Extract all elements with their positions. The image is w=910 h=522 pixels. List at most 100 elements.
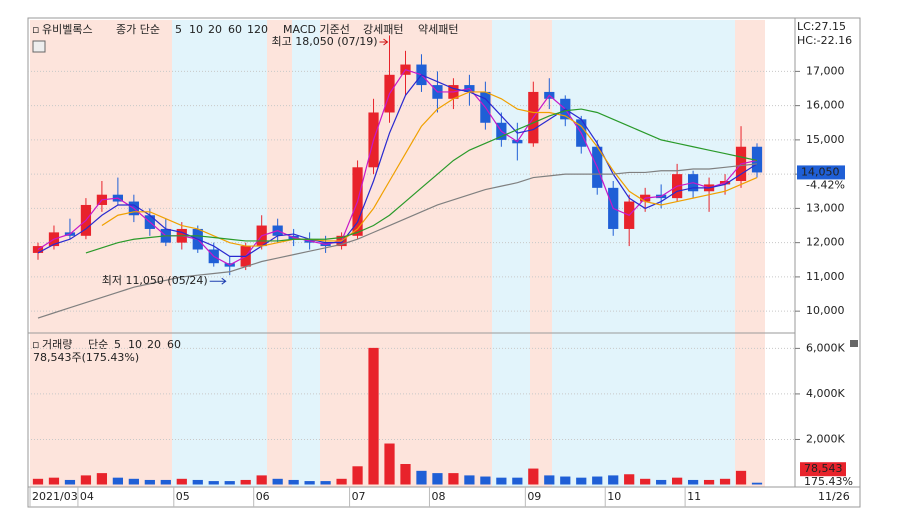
volume-bar [224,481,235,485]
volume-bar [368,347,379,485]
legend-entry: 10 [189,23,203,36]
volume-box [800,462,846,477]
low-arrow [209,277,227,285]
price-box [797,165,845,180]
volume-bar [304,481,315,485]
volume-bar [640,478,651,485]
volume-bar [272,478,283,485]
last-volume-change: 175.43% [804,475,853,488]
volume-bar [751,482,763,485]
volume-bar [512,477,523,485]
x-tick-label: 2021/03 [32,490,78,503]
legend-entry: 60 [167,338,181,351]
band [172,20,267,487]
indicator: MACD 기준선 [283,23,350,36]
ma-line [101,91,758,247]
volume-bar [384,443,395,485]
volume-bar [464,475,475,485]
volume-bar [576,477,587,485]
volume-bar [528,468,539,485]
last-date: 11/26 [818,490,850,503]
volume-bar [32,478,44,485]
volume-bar [48,477,60,485]
volume-bar [208,481,219,485]
panel-button[interactable] [850,340,858,347]
band [492,20,530,487]
volume-bar [703,479,715,485]
legend-entry: 5 [175,23,182,36]
legend-entry: 60 [228,23,242,36]
bear-label: 약세패턴 [418,22,458,36]
y-axis-area [794,17,861,488]
band [552,20,735,487]
volume-bar [336,478,347,485]
volume-current: 78,543주(175.43%) [33,351,139,364]
volume-ma-title: 단순 [88,338,108,351]
low-annotation: 최저 11,050 (05/24) [102,274,208,287]
x-tick-label: 06 [256,490,270,503]
volume-bar [416,470,427,485]
x-tick-label: 11 [687,490,701,503]
volume-bar [544,475,555,485]
last-price: 14,050 [801,165,840,178]
legend-entry: 20 [208,23,222,36]
legend-entry: 5 [114,338,121,351]
bull-label: 강세패턴 [363,23,403,36]
volume-bar [96,473,108,485]
high-arrow [379,38,389,46]
y-tick-label: 4,000K [806,387,845,400]
x-tick-label: 05 [176,490,190,503]
candle-body [32,246,44,253]
volume-bar [656,479,667,485]
volume-bar [432,473,443,485]
x-axis-area [27,486,861,508]
band [30,20,172,487]
x-tick-label: 07 [352,490,366,503]
volume-bar [400,464,411,485]
volume-bar [160,479,171,485]
volume-bar [80,475,92,485]
volume-bar [192,479,203,485]
volume-bar [480,476,491,485]
volume-bar [735,470,747,485]
x-tick-label: 09 [527,490,541,503]
volume-bar [144,479,155,485]
y-tick-label: 2,000K [806,432,845,445]
volume-bar [592,476,603,485]
x-tick-label: 08 [431,490,445,503]
y-tick-label: 12,000 [806,236,845,249]
volume-bar [240,479,251,485]
volume-bar [560,476,571,485]
volume-bar [672,477,683,485]
band [267,20,292,487]
volume-bar [128,478,139,485]
y-tick-label: 13,000 [806,201,845,214]
volume-bar [608,475,619,485]
volume-bar [176,478,187,485]
band [320,20,492,487]
last-volume: 78,543 [804,462,843,475]
volume-bar [112,477,123,485]
y-tick-label: 10,000 [806,304,845,317]
volume-bar [256,475,267,485]
y-tick-label: 15,000 [806,133,845,146]
y-tick-label: 16,000 [806,99,845,112]
x-tick-label: 10 [607,490,621,503]
ma-line [37,68,758,266]
volume-bar [64,479,76,485]
ma-line [85,108,758,254]
volume-bar [320,481,331,485]
legend-entry: 20 [147,338,161,351]
bullet: ▫ [32,23,39,36]
volume-bar [624,474,635,485]
x-tick-label: 04 [80,490,94,503]
stock-name: 유비벨록스 [42,23,93,36]
ma-title: 종가 단순 [116,23,160,36]
volume-bar [448,473,459,485]
ma-line [37,163,758,319]
volume-bar [719,478,731,485]
ma-line [37,74,758,257]
legend-entry: 120 [247,23,268,36]
grid-icon[interactable] [32,40,46,53]
